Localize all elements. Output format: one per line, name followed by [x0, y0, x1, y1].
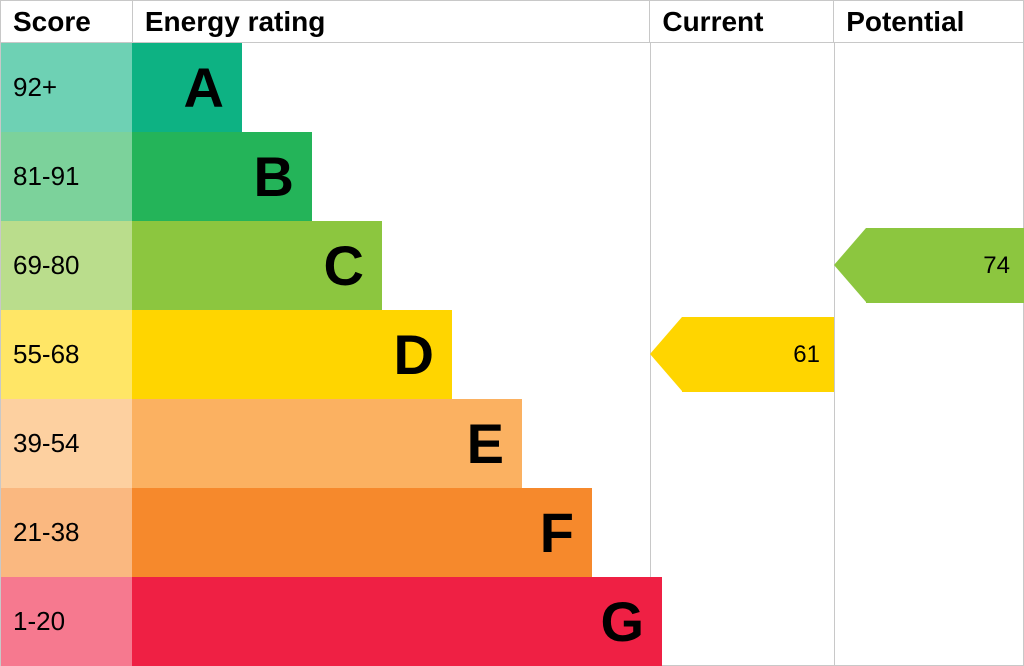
rating-bar-b: B — [132, 132, 312, 221]
score-range-f: 21-38 — [1, 488, 132, 577]
score-range-d: 55-68 — [1, 310, 132, 399]
band-row-f: 21-38F — [1, 488, 1023, 577]
band-row-g: 1-20G — [1, 577, 1023, 666]
rating-bar-e: E — [132, 399, 522, 488]
header-current: Current — [649, 1, 833, 42]
rating-bar-d: D — [132, 310, 452, 399]
band-row-e: 39-54E — [1, 399, 1023, 488]
chart-body: 92+A81-91B69-80C55-68D39-54E21-38F1-20G 6… — [1, 43, 1023, 666]
score-range-a: 92+ — [1, 43, 132, 132]
rating-bar-f: F — [132, 488, 592, 577]
header-row: Score Energy rating Current Potential — [1, 1, 1023, 43]
band-row-b: 81-91B — [1, 132, 1023, 221]
current-marker: 61 — [682, 317, 834, 392]
rating-bar-a: A — [132, 43, 242, 132]
band-row-a: 92+A — [1, 43, 1023, 132]
potential-marker-arrow-icon — [834, 228, 866, 302]
header-rating: Energy rating — [132, 1, 649, 42]
rating-bar-g: G — [132, 577, 662, 666]
score-range-c: 69-80 — [1, 221, 132, 310]
score-range-e: 39-54 — [1, 399, 132, 488]
band-row-d: 55-68D — [1, 310, 1023, 399]
current-marker-arrow-icon — [650, 317, 682, 391]
rating-bar-c: C — [132, 221, 382, 310]
score-range-b: 81-91 — [1, 132, 132, 221]
score-range-g: 1-20 — [1, 577, 132, 666]
potential-marker: 74 — [866, 228, 1024, 303]
header-potential: Potential — [833, 1, 1023, 42]
header-score: Score — [1, 1, 132, 42]
energy-rating-chart: Score Energy rating Current Potential 92… — [0, 0, 1024, 666]
